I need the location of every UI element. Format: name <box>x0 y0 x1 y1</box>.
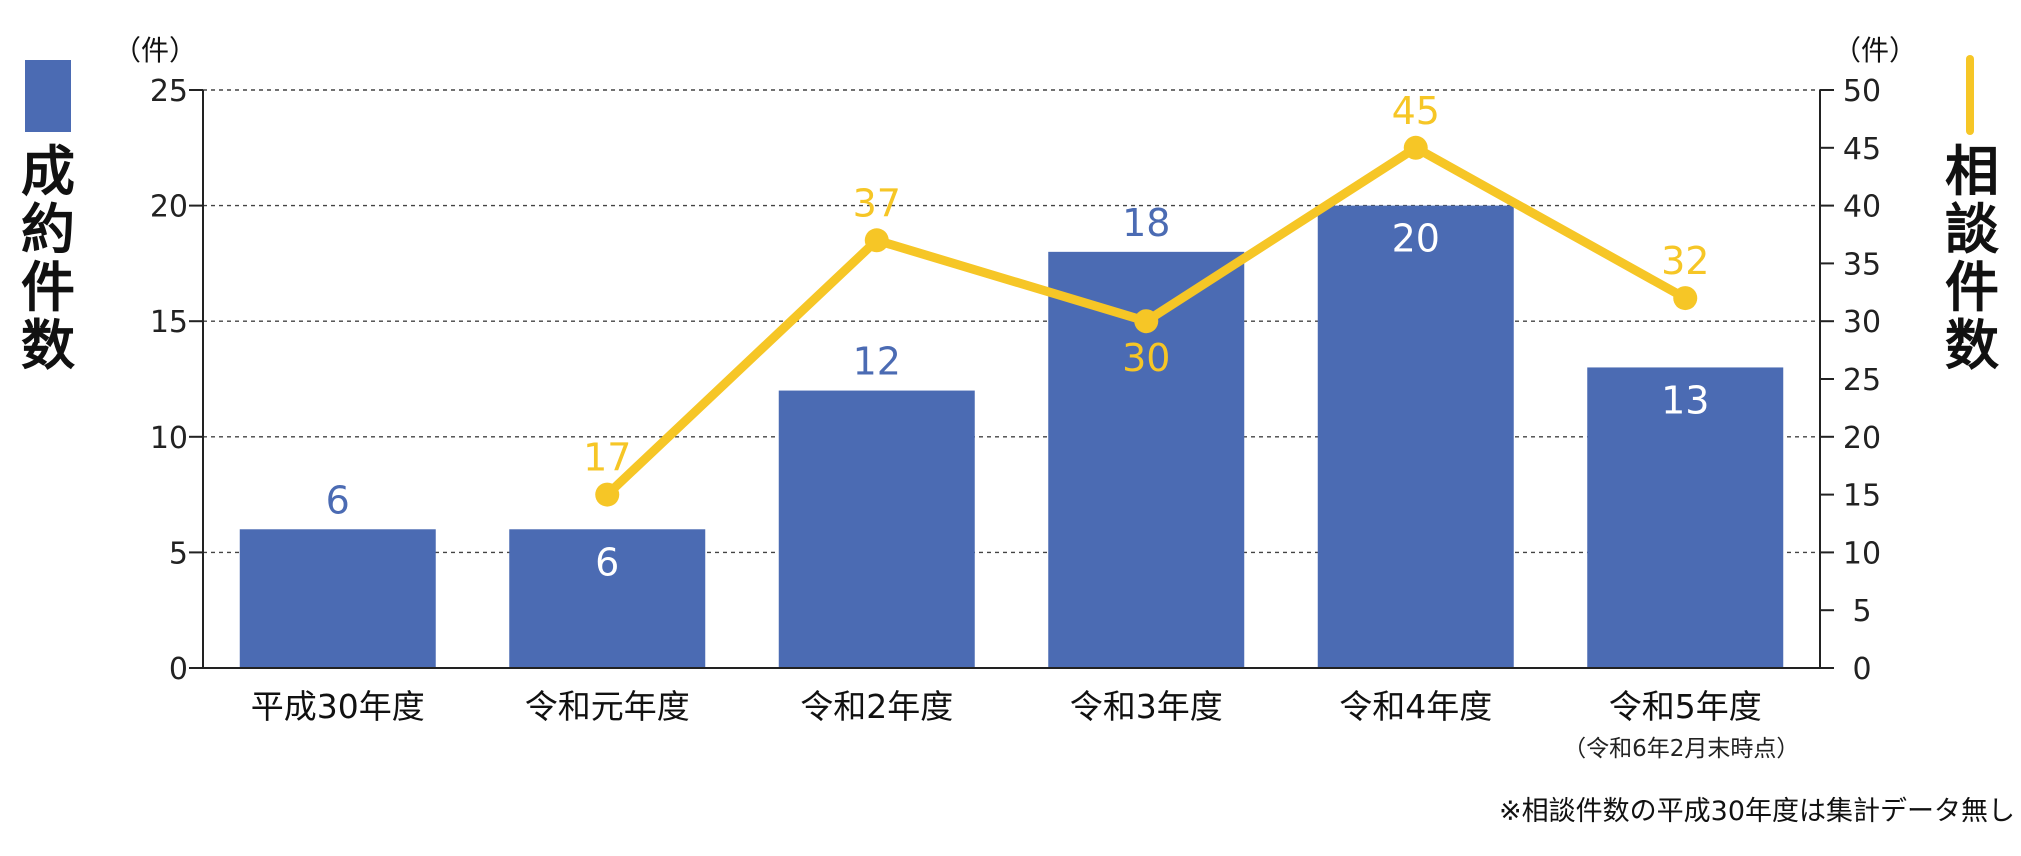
line-point <box>595 482 620 507</box>
left-tick-label: 0 <box>169 652 188 687</box>
bar <box>509 529 706 668</box>
left-axis-ticks: 0 5 10 15 20 25 <box>150 74 203 687</box>
bar-data-label: 6 <box>595 540 619 584</box>
bar-data-label: 20 <box>1392 217 1440 261</box>
bar-data-label: 12 <box>853 340 901 384</box>
bar-data-label: 6 <box>326 478 350 522</box>
line-data-label: 37 <box>853 181 901 225</box>
right-axis-title: 相談件数 <box>1945 140 1999 377</box>
right-tick-label: 35 <box>1843 247 1881 282</box>
right-tick-label: 50 <box>1843 74 1881 109</box>
right-tick-label: 15 <box>1843 479 1881 514</box>
right-tick-label: 40 <box>1843 190 1881 225</box>
line-data-labels: 17 37 30 45 32 <box>583 89 1709 480</box>
gridlines <box>203 89 1820 554</box>
bar <box>1587 367 1784 668</box>
right-tick-label: 25 <box>1843 363 1881 398</box>
right-axis-ticks: 0 5 10 15 20 25 30 35 40 45 50 <box>1820 74 1881 687</box>
bar <box>239 529 436 668</box>
line-data-label: 17 <box>583 436 631 480</box>
category-label: 令和3年度 <box>1070 687 1223 726</box>
bar <box>1317 205 1514 668</box>
left-tick-label: 5 <box>169 536 188 571</box>
category-label: 令和2年度 <box>800 687 953 726</box>
line-point <box>864 228 889 253</box>
bar-data-labels: 6 6 12 18 20 13 <box>326 201 1710 584</box>
line-point <box>1673 286 1698 311</box>
right-tick-label: 45 <box>1843 132 1881 167</box>
legend-line-swatch <box>1966 55 1974 135</box>
line-point <box>1403 135 1428 160</box>
category-label: 令和4年度 <box>1339 687 1492 726</box>
left-tick-label: 15 <box>150 305 188 340</box>
left-tick-label: 25 <box>150 74 188 109</box>
right-tick-label: 10 <box>1843 536 1881 571</box>
line-series <box>595 135 1698 507</box>
line-data-label: 30 <box>1122 336 1170 380</box>
left-tick-label: 20 <box>150 190 188 225</box>
line-data-label: 32 <box>1661 239 1709 283</box>
right-tick-label: 20 <box>1843 421 1881 456</box>
bar <box>778 390 975 668</box>
right-tick-label: 30 <box>1843 305 1881 340</box>
bar-data-label: 18 <box>1122 201 1170 245</box>
right-axis-unit: （件） <box>1833 34 1917 67</box>
bar-data-label: 13 <box>1661 378 1709 422</box>
category-labels: 平成30年度 令和元年度 令和2年度 令和3年度 令和4年度 令和5年度 （令和6年2月末時… <box>251 687 1800 762</box>
category-label: 令和5年度 <box>1609 687 1762 726</box>
left-axis-title: 成約件数 <box>21 140 75 377</box>
category-label: 平成30年度 <box>251 687 425 726</box>
category-label: 令和元年度 <box>525 687 690 726</box>
line-data-label: 45 <box>1392 89 1440 133</box>
category-sublabel: （令和6年2月末時点） <box>1563 736 1799 762</box>
right-tick-label: 5 <box>1852 594 1871 629</box>
right-tick-label: 0 <box>1852 652 1871 687</box>
axes <box>202 90 1821 669</box>
line-point <box>1134 309 1159 334</box>
legend-bar-swatch <box>25 60 71 132</box>
left-axis-unit: （件） <box>113 34 197 67</box>
footnote: ※相談件数の平成30年度は集計データ無し <box>1499 796 2015 827</box>
left-tick-label: 10 <box>150 421 188 456</box>
